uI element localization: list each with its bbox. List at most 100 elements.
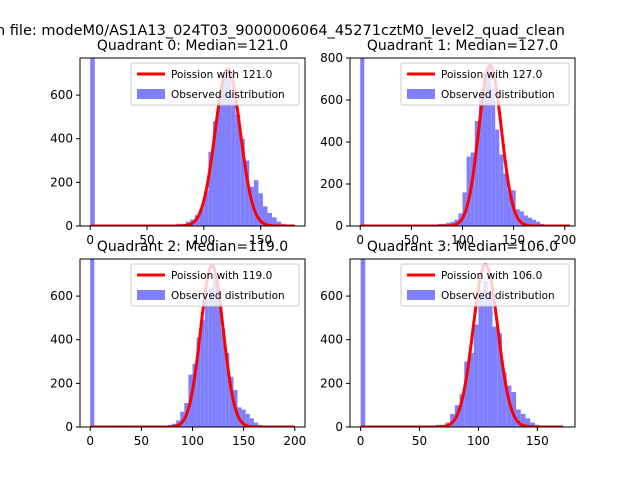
x-tick-label: 150: [526, 434, 549, 448]
figure-suptitle: n file: modeM0/AS1A13_024T03_9000006064_…: [0, 23, 565, 39]
quadrant-1-legend: Poission with 127.0 Observed distribution: [400, 62, 570, 106]
histogram-bar: [459, 394, 465, 427]
histogram-bar: [450, 221, 455, 226]
y-tick-label: 0: [65, 420, 73, 434]
x-tick-label: 100: [451, 233, 474, 247]
histogram-bar: [90, 58, 95, 226]
histogram-bar: [360, 259, 366, 427]
histogram-bar: [501, 372, 507, 427]
histogram-bar: [217, 291, 222, 427]
histogram-bar: [466, 156, 471, 226]
histogram-bar: [231, 92, 236, 226]
histogram-bar: [499, 154, 504, 226]
x-tick-label: 0: [356, 233, 364, 247]
histogram-bar: [199, 208, 204, 226]
quadrant-3-legend: Poission with 106.0 Observed distribution: [400, 263, 570, 307]
legend-label-poisson: Poission with 127.0: [441, 69, 542, 81]
histogram-bar: [225, 352, 230, 427]
histogram-bar: [222, 75, 227, 226]
legend-bar-swatch: [407, 290, 435, 300]
histogram-bar: [249, 418, 254, 427]
y-tick-label: 200: [320, 376, 343, 390]
legend-label-observed: Observed distribution: [441, 290, 555, 302]
x-tick-label: 50: [134, 434, 149, 448]
y-tick-label: 400: [320, 333, 343, 347]
histogram-bar: [258, 193, 263, 226]
x-tick-label: 100: [467, 434, 490, 448]
histogram-bar: [253, 422, 258, 427]
legend-label-observed: Observed distribution: [171, 290, 285, 302]
quadrant-1-panel: Quadrant 1: Median=127.0 0 50 100 150 200 0 200…: [320, 38, 576, 247]
histogram-bar: [208, 287, 213, 427]
axes-frame: [79, 57, 306, 227]
histogram-bar: [536, 221, 541, 226]
histogram-bar: [272, 217, 277, 226]
y-tick-label: 600: [320, 289, 343, 303]
histogram-bar: [497, 333, 502, 427]
x-tick-label: 150: [249, 233, 272, 247]
histogram-bar: [221, 328, 226, 427]
quadrant-3-panel: Quadrant 3: Median=106.0 0 50 100 150 0 200 400…: [320, 239, 576, 448]
x-tick-label: 100: [192, 233, 215, 247]
y-tick-label: 200: [320, 177, 343, 191]
y-tick-label: 400: [50, 132, 73, 146]
histogram-bar: [482, 72, 488, 226]
legend-box: [400, 263, 570, 307]
quadrant-3-title: Quadrant 3: Median=106.0: [367, 239, 558, 255]
x-tick-label: 150: [232, 434, 255, 448]
histogram-bar: [235, 114, 241, 226]
histogram-bar: [208, 151, 213, 226]
y-tick-label: 0: [335, 219, 343, 233]
legend-label-observed: Observed distribution: [441, 89, 555, 101]
x-tick-label: 0: [86, 434, 94, 448]
histogram-bar: [473, 324, 479, 427]
histogram-bar: [523, 215, 528, 226]
histogram-bar: [217, 95, 223, 226]
x-tick-label: 50: [404, 233, 419, 247]
histogram-bar: [474, 121, 479, 226]
legend-label-poisson: Poission with 119.0: [171, 270, 272, 282]
histogram-bar: [229, 376, 234, 427]
y-tick-label: 600: [320, 93, 343, 107]
x-tick-label: 150: [502, 233, 525, 247]
histogram-bar: [267, 212, 273, 226]
histogram-bar: [90, 259, 95, 427]
histogram-bar: [464, 361, 469, 427]
histogram-bar: [253, 180, 259, 226]
histogram-bar: [478, 296, 484, 427]
histogram-bar: [527, 217, 533, 226]
histogram-bar: [487, 68, 492, 226]
histogram-bar: [478, 95, 483, 226]
quadrant-3-plot-area: [359, 259, 565, 427]
x-tick-label: 100: [181, 434, 204, 448]
histogram-bar: [462, 192, 467, 226]
subplot-grid: Quadrant 0: Median=121.0 0 50 100 150 0 200 400…: [50, 38, 576, 448]
quadrant-1-title: Quadrant 1: Median=127.0: [367, 38, 558, 54]
histogram-bar: [525, 418, 531, 427]
y-tick-label: 0: [335, 420, 343, 434]
histogram-bar: [240, 138, 245, 226]
histogram-bar: [519, 211, 524, 226]
histogram-bar: [520, 413, 526, 427]
histogram-bar: [507, 190, 512, 226]
quadrant-0-title: Quadrant 0: Median=121.0: [97, 38, 288, 54]
histogram-bar: [249, 186, 254, 226]
y-tick-label: 0: [65, 219, 73, 233]
x-tick-label: 200: [283, 434, 306, 448]
histogram-bar: [245, 413, 250, 427]
histogram-bar: [503, 173, 508, 226]
histogram-bar: [470, 152, 475, 226]
y-tick-label: 400: [320, 135, 343, 149]
histogram-bar: [487, 291, 493, 427]
histogram-bar: [226, 71, 232, 226]
histogram-bar: [180, 411, 185, 427]
x-tick-label: 50: [139, 233, 154, 247]
y-tick-label: 600: [50, 289, 73, 303]
histogram-bar: [241, 409, 246, 427]
legend-bar-swatch: [137, 89, 165, 99]
histogram-bar: [468, 352, 474, 427]
y-tick-label: 400: [50, 333, 73, 347]
histogram-bar: [360, 58, 365, 226]
histogram-bar: [516, 409, 521, 427]
